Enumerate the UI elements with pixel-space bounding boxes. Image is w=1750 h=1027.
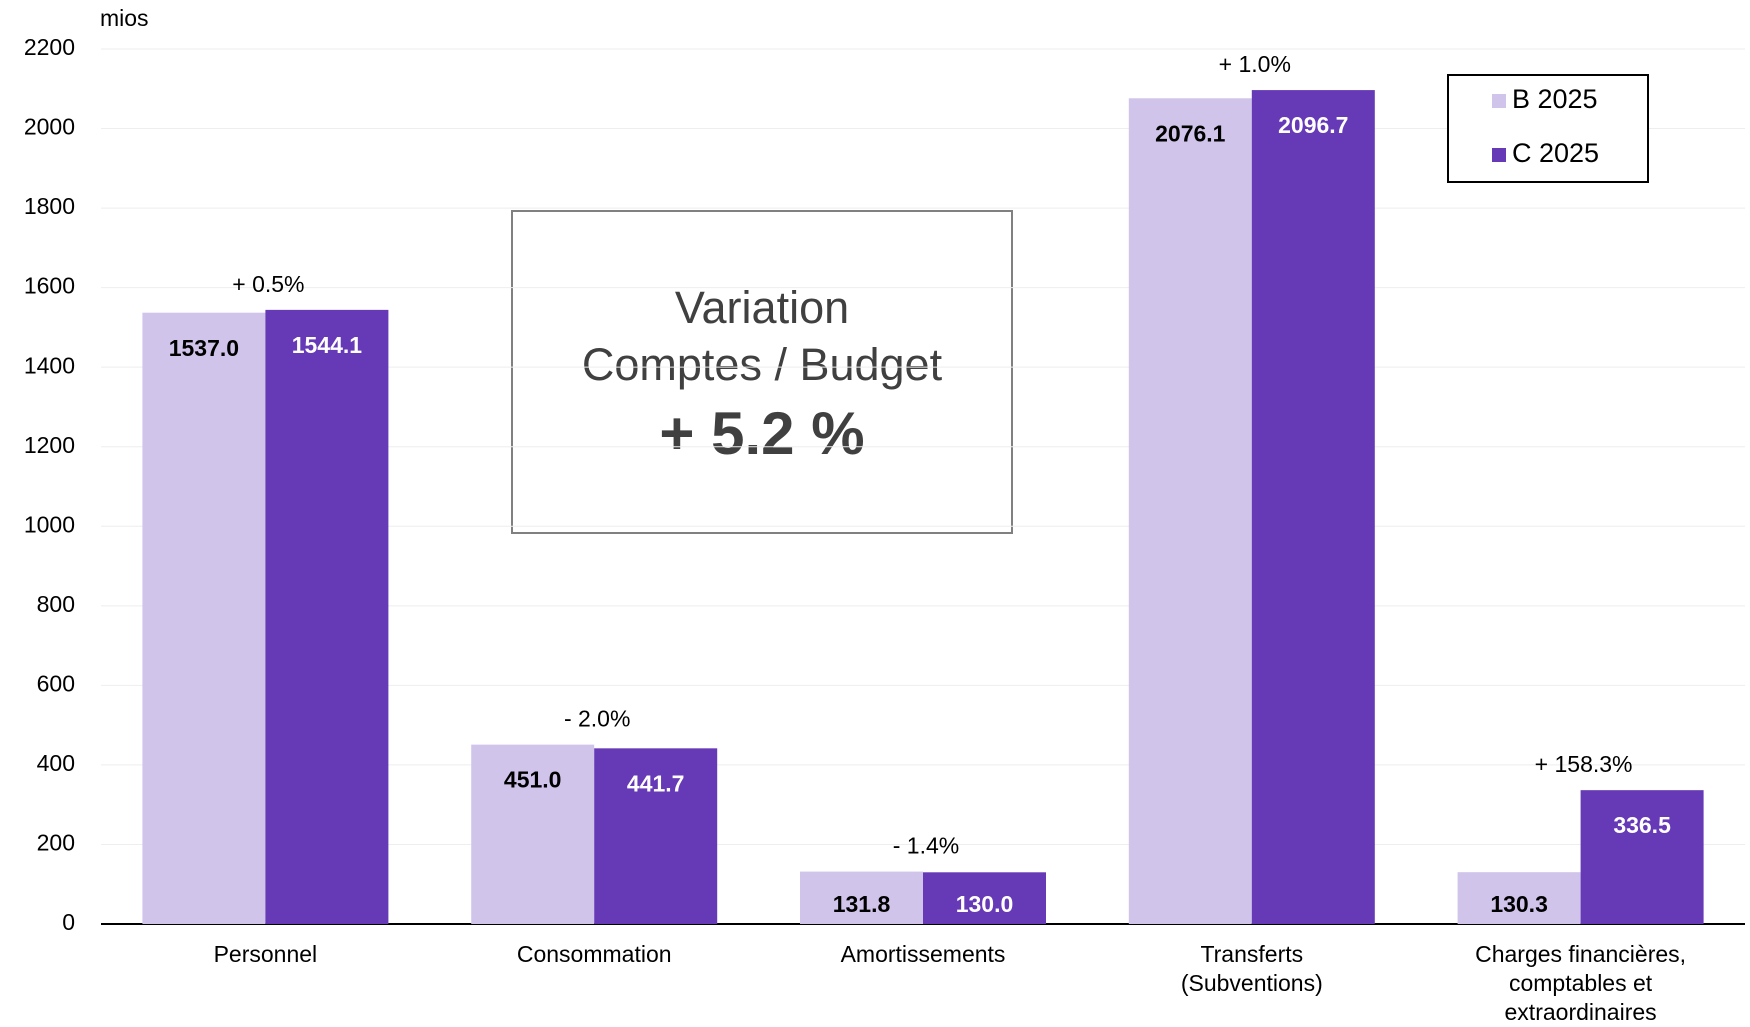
y-tick-label: 1800	[24, 193, 75, 219]
bar	[923, 872, 1046, 924]
x-tick-label: Transferts (Subventions)	[1180, 941, 1323, 996]
y-tick-label: 400	[37, 750, 75, 776]
y-tick-label: 1000	[24, 511, 75, 537]
y-tick-label: 0	[62, 909, 75, 935]
bar	[1128, 98, 1252, 924]
y-tick-label: 600	[37, 670, 75, 696]
value-label: 451.0	[504, 767, 562, 793]
variation-label: - 1.4%	[893, 833, 959, 859]
x-tick-label: Amortissements	[840, 941, 1006, 967]
value-label: 2096.7	[1278, 112, 1348, 138]
legend-label: C 2025	[1512, 138, 1599, 168]
bar	[1251, 90, 1375, 925]
y-unit: mios	[100, 5, 149, 31]
value-label: 130.0	[956, 891, 1014, 917]
summary-line: Variation	[675, 282, 849, 333]
y-tick-label: 800	[37, 591, 75, 617]
y-tick-label: 2200	[24, 34, 75, 60]
value-label: 1537.0	[169, 335, 239, 361]
value-label: 441.7	[627, 770, 685, 796]
y-tick-label: 1400	[24, 352, 75, 378]
summary-line: Comptes / Budget	[582, 339, 943, 390]
value-label: 131.8	[833, 891, 891, 917]
legend-swatch	[1492, 148, 1506, 162]
value-label: 2076.1	[1155, 120, 1226, 146]
value-label: 130.3	[1490, 891, 1548, 917]
summary-value: + 5.2 %	[659, 400, 864, 467]
bar	[594, 748, 718, 924]
y-tick-label: 2000	[24, 114, 75, 140]
variation-label: + 0.5%	[232, 271, 304, 297]
value-label: 1544.1	[292, 332, 363, 358]
legend-label: B 2025	[1512, 84, 1598, 114]
legend-box	[1447, 74, 1649, 183]
legend-swatch	[1492, 94, 1506, 108]
bar	[471, 744, 595, 924]
summary-box	[511, 210, 1013, 534]
y-tick-label: 200	[37, 830, 75, 856]
variation-label: + 158.3%	[1535, 751, 1633, 777]
variation-label: - 2.0%	[564, 706, 630, 732]
variation-label: + 1.0%	[1219, 51, 1291, 77]
bar	[1580, 790, 1704, 924]
bar	[800, 871, 923, 924]
bar	[1457, 872, 1581, 924]
x-tick-label: Consommation	[516, 941, 672, 967]
y-tick-label: 1200	[24, 432, 75, 458]
x-tick-label: Charges financières, comptables et extra…	[1475, 941, 1687, 1025]
bar	[142, 312, 266, 924]
value-label: 336.5	[1613, 812, 1671, 838]
y-tick-label: 1600	[24, 273, 75, 299]
bar	[265, 309, 389, 924]
x-tick-label: Personnel	[213, 941, 318, 967]
